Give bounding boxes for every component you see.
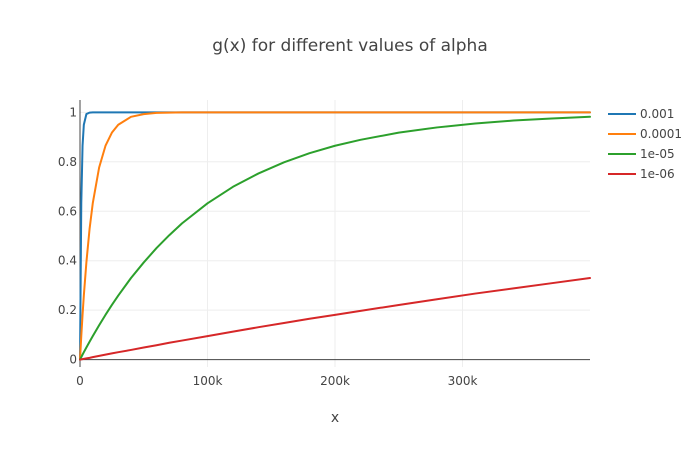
y-tick-label: 0.4 — [58, 254, 77, 268]
legend-item-1[interactable]: 0.0001 — [608, 127, 682, 141]
x-tick-label: 0 — [76, 374, 84, 388]
y-tick-label: 1 — [69, 105, 77, 119]
legend[interactable]: 0.001 0.0001 1e-05 1e-06 — [608, 107, 682, 181]
series-line-1 — [79, 111, 591, 361]
x-tick-label: 300k — [448, 374, 478, 388]
series-line-3 — [79, 277, 591, 361]
legend-item-2[interactable]: 1e-05 — [608, 147, 675, 161]
chart-title: g(x) for different values of alpha — [212, 36, 488, 56]
x-tick-label: 200k — [320, 374, 350, 388]
legend-label: 0.0001 — [640, 127, 682, 141]
y-tick-label: 0.2 — [58, 303, 77, 317]
plot-area — [79, 111, 591, 361]
legend-item-3[interactable]: 1e-06 — [608, 167, 675, 181]
tick-labels: 0 0.2 0.4 0.6 0.8 1 0 100k 200k 300k — [58, 105, 478, 388]
y-tick-label: 0.6 — [58, 204, 77, 218]
grid — [80, 100, 590, 367]
legend-item-0[interactable]: 0.001 — [608, 107, 674, 121]
series-line-2 — [79, 115, 591, 361]
x-tick-label: 100k — [193, 374, 223, 388]
y-tick-label: 0 — [69, 353, 77, 367]
legend-label: 1e-06 — [640, 167, 675, 181]
x-axis-title: x — [331, 410, 339, 426]
y-tick-label: 0.8 — [58, 155, 77, 169]
legend-label: 1e-05 — [640, 147, 675, 161]
legend-label: 0.001 — [640, 107, 674, 121]
